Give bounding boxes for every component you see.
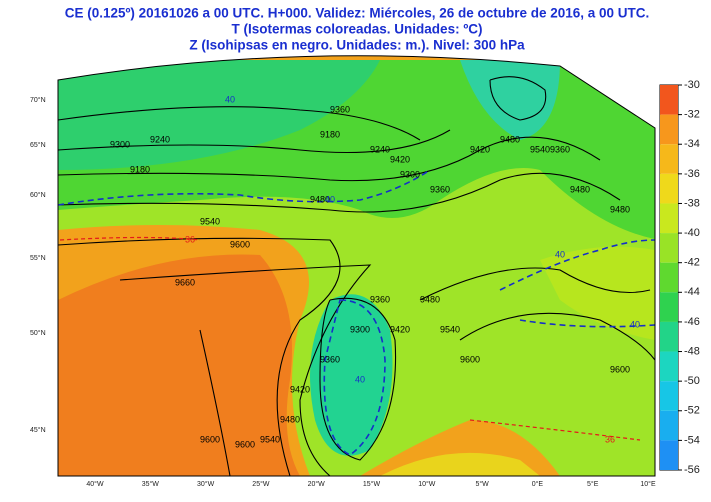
isotherm-label: 40 bbox=[355, 374, 365, 384]
colorbar-band bbox=[660, 173, 678, 204]
lat-label: 65°N bbox=[30, 141, 46, 149]
contour-label: 9540 bbox=[440, 324, 460, 334]
lon-label: 0°E bbox=[532, 480, 544, 488]
contour-label: 9420 bbox=[390, 324, 410, 334]
contour-label: 9480 bbox=[280, 414, 300, 424]
colorbar-label: -44 bbox=[684, 286, 700, 298]
isotherm-label: 40 bbox=[225, 94, 235, 104]
contour-label: 9180 bbox=[130, 164, 150, 174]
lat-label: 60°N bbox=[30, 191, 46, 199]
lon-label: 5°W bbox=[475, 480, 489, 488]
contour-label: 9360 bbox=[330, 104, 350, 114]
colorbar-band bbox=[660, 292, 678, 322]
contour-label: 9600 bbox=[610, 364, 630, 374]
contour-label: 9240 bbox=[370, 144, 390, 154]
colorbar-label: -34 bbox=[684, 138, 700, 150]
isotherm-label: 40 bbox=[325, 194, 335, 204]
map-domain bbox=[58, 55, 655, 477]
contour-label: 9180 bbox=[320, 129, 340, 139]
contour-label: 9360 bbox=[550, 144, 570, 154]
lon-label: 5°E bbox=[587, 480, 599, 488]
lon-label: 30°W bbox=[197, 480, 215, 488]
contour-label: 9540 bbox=[200, 216, 220, 226]
contour-label: 9420 bbox=[290, 384, 310, 394]
contour-label: 9540 bbox=[530, 144, 550, 154]
title-line: T (Isotermas coloreadas. Unidades: ºC) bbox=[232, 22, 483, 37]
lat-label: 70°N bbox=[30, 96, 46, 104]
map-border bbox=[57, 55, 656, 477]
contour-label: 9600 bbox=[230, 239, 250, 249]
isotherm-label: 40 bbox=[630, 319, 640, 329]
colorbar-label: -40 bbox=[684, 227, 700, 239]
colorbar-label: -32 bbox=[684, 109, 700, 121]
contour-label: 9360 bbox=[370, 294, 390, 304]
contour-label: 9660 bbox=[175, 277, 195, 287]
colorbar-band bbox=[660, 203, 678, 234]
colorbar-label: -56 bbox=[684, 464, 700, 476]
colorbar-label: -48 bbox=[684, 345, 700, 357]
contour-label: 9360 bbox=[430, 184, 450, 194]
colorbar-band bbox=[660, 85, 678, 115]
lat-label: 45°N bbox=[30, 426, 46, 434]
contour-label: 9480 bbox=[420, 294, 440, 304]
colorbar-band bbox=[660, 351, 678, 382]
colorbar-band bbox=[660, 262, 678, 293]
colorbar-label: -42 bbox=[684, 257, 700, 269]
colorbar-band bbox=[660, 440, 678, 470]
lon-label: 40°W bbox=[86, 480, 104, 488]
colorbar-label: -38 bbox=[684, 197, 700, 209]
lon-label: 15°W bbox=[363, 480, 381, 488]
lon-label: 20°W bbox=[308, 480, 326, 488]
colorbar-label: -30 bbox=[684, 79, 700, 91]
lon-label: 35°W bbox=[142, 480, 160, 488]
contour-label: 9300 bbox=[110, 139, 130, 149]
contour-label: 9480 bbox=[570, 184, 590, 194]
isotherm-label: 40 bbox=[555, 249, 565, 259]
colorbar-band bbox=[660, 233, 678, 263]
contour-label: 9360 bbox=[320, 354, 340, 364]
colorbar-band bbox=[660, 381, 678, 411]
contour-label: 9240 bbox=[150, 134, 170, 144]
lon-label: 25°W bbox=[252, 480, 270, 488]
contour-label: 9420 bbox=[470, 144, 490, 154]
contour-label: 9480 bbox=[500, 134, 520, 144]
colorbar-label: -36 bbox=[684, 168, 700, 180]
title-line: Z (Isohipsas en negro. Unidades: m.). Ni… bbox=[189, 38, 525, 53]
colorbar-label: -46 bbox=[684, 316, 700, 328]
colorbar-band bbox=[660, 410, 678, 441]
lon-label: 10°E bbox=[640, 480, 656, 488]
colorbar-band bbox=[660, 114, 678, 145]
contour-label: 9600 bbox=[200, 434, 220, 444]
colorbar-band bbox=[660, 321, 678, 352]
isotherm-label: 36 bbox=[605, 434, 615, 444]
contour-label: 9420 bbox=[390, 154, 410, 164]
lat-label: 55°N bbox=[30, 254, 46, 262]
contour-label: 9480 bbox=[310, 194, 330, 204]
colorbar-label: -54 bbox=[684, 434, 700, 446]
contour-label: 9600 bbox=[235, 439, 255, 449]
colorbar-label: -52 bbox=[684, 405, 700, 417]
contour-label: 9540 bbox=[260, 434, 280, 444]
colorbar-label: -50 bbox=[684, 375, 700, 387]
colorbar-band bbox=[660, 144, 678, 174]
lon-label: 10°W bbox=[418, 480, 436, 488]
contour-label: 9480 bbox=[610, 204, 630, 214]
lat-label: 50°N bbox=[30, 329, 46, 337]
contour-label: 9300 bbox=[350, 324, 370, 334]
title-line: CE (0.125º) 20161026 a 00 UTC. H+000. Va… bbox=[65, 6, 650, 21]
contour-label: 9600 bbox=[460, 354, 480, 364]
contour-label: 9300 bbox=[400, 169, 420, 179]
isotherm-label: 36 bbox=[185, 234, 195, 244]
